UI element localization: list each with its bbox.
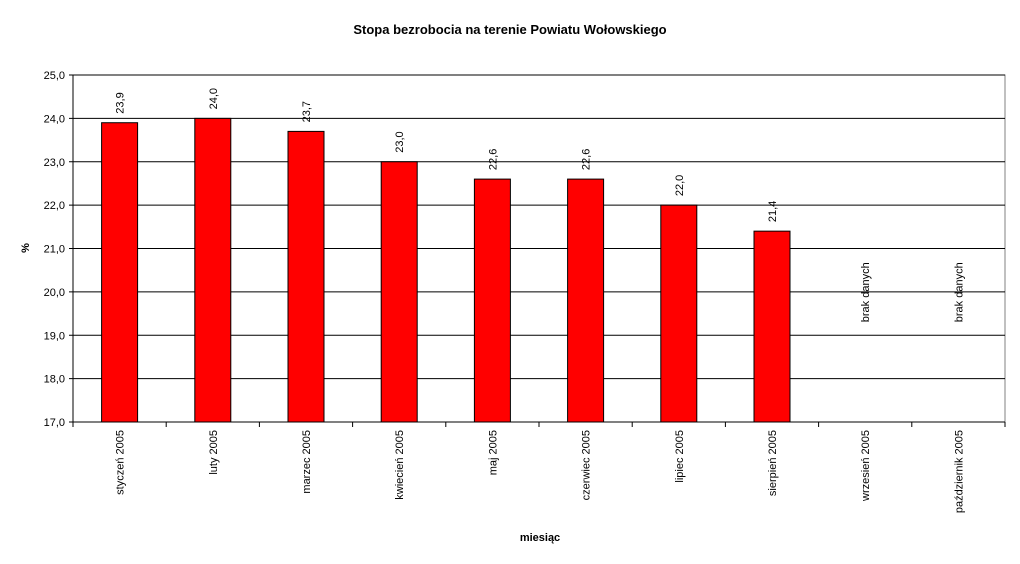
bar (473, 178, 511, 423)
value-label: 23,7 (301, 101, 313, 122)
y-tick-label: 17,0 (44, 417, 65, 429)
x-tick-label: marzec 2005 (301, 430, 313, 494)
value-label: 22,0 (674, 175, 686, 196)
x-tick-label: styczeń 2005 (115, 430, 127, 495)
x-tick-label: luty 2005 (208, 430, 220, 475)
value-label: 21,4 (767, 201, 779, 222)
x-axis-title: miesiąc (520, 532, 560, 544)
bar (567, 178, 605, 423)
bar (287, 130, 325, 423)
y-tick-label: 22,0 (44, 200, 65, 212)
bar (380, 161, 418, 423)
y-tick-label: 25,0 (44, 70, 65, 82)
y-tick-label: 21,0 (44, 244, 65, 256)
x-tick-label: czerwiec 2005 (581, 430, 593, 500)
x-tick-label: sierpień 2005 (767, 430, 779, 496)
bar (660, 204, 698, 423)
value-label: brak danych (953, 262, 965, 322)
x-tick-label: maj 2005 (487, 430, 499, 475)
y-tick-label: 24,0 (44, 113, 65, 125)
x-tick-label: wrzesień 2005 (860, 430, 872, 502)
value-label: 23,9 (115, 92, 127, 113)
chart-title: Stopa bezrobocia na terenie Powiatu Woło… (353, 22, 666, 37)
y-tick-label: 19,0 (44, 330, 65, 342)
x-tick-label: październik 2005 (953, 430, 965, 513)
value-label: 23,0 (394, 131, 406, 152)
bar (101, 122, 139, 423)
y-tick-label: 23,0 (44, 157, 65, 169)
value-label: 22,6 (487, 149, 499, 170)
x-tick-label: lipiec 2005 (674, 430, 686, 483)
y-axis-title: % (20, 243, 32, 253)
x-tick-label: kwiecień 2005 (394, 430, 406, 500)
y-tick-label: 20,0 (44, 287, 65, 299)
bar (194, 117, 232, 423)
y-tick-label: 18,0 (44, 374, 65, 386)
bar (753, 230, 791, 423)
value-label: 22,6 (581, 149, 593, 170)
value-label: brak danych (860, 262, 872, 322)
value-label: 24,0 (208, 88, 220, 109)
